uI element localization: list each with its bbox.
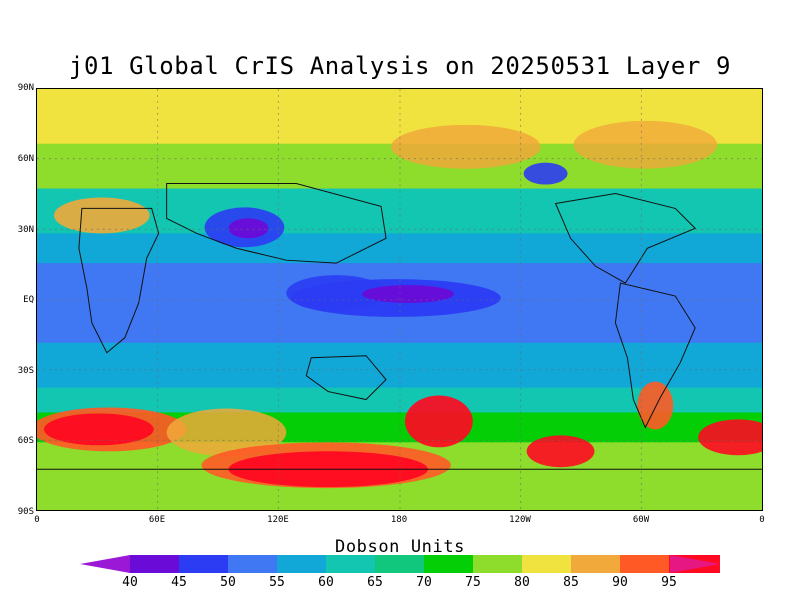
lon-label-180: 180 <box>390 515 408 525</box>
north-pacific-high-ozone <box>391 124 541 169</box>
colorbar <box>80 555 720 573</box>
colorbar-bin-55 <box>277 555 326 573</box>
asia-outline <box>166 183 387 264</box>
lon-label-60e: 60E <box>148 515 166 525</box>
colorbar-label-80: 80 <box>514 575 530 590</box>
colorbar-bin-75 <box>473 555 522 573</box>
south-subtropical-band <box>37 342 762 395</box>
far-south-atlantic-high-ozone <box>698 419 762 456</box>
north-america-high-ozone <box>573 120 718 169</box>
north-pacific-low-ozone <box>523 162 568 185</box>
lat-label-60n: 60N <box>17 154 34 164</box>
lat-label-90n: 90N <box>17 83 34 93</box>
colorbar-label-75: 75 <box>465 575 481 590</box>
colorbar-right-cap <box>670 555 720 573</box>
lat-label-60s: 60S <box>17 436 34 446</box>
southern-pacific-peak <box>404 395 473 448</box>
africa-outline <box>78 207 160 354</box>
south-indian-very-high-ozone <box>43 413 154 446</box>
australia-outline <box>305 355 387 401</box>
north-america-outline <box>554 192 697 284</box>
colorbar-bin-90 <box>620 555 669 573</box>
colorbar-bin-40 <box>130 555 179 573</box>
ozone-map <box>36 88 763 511</box>
lon-label-0-west: 0 <box>34 515 40 525</box>
colorbar-label-55: 55 <box>269 575 285 590</box>
colorbar-label-70: 70 <box>416 575 432 590</box>
colorbar-title: Dobson Units <box>334 537 466 557</box>
lat-label-eq: EQ <box>23 295 34 305</box>
lon-label-120e: 120E <box>267 515 289 525</box>
colorbar-label-65: 65 <box>367 575 383 590</box>
lon-label-120w: 120W <box>509 515 531 525</box>
southern-pacific-high-ozone <box>526 435 595 468</box>
equatorial-minimum <box>362 285 454 303</box>
colorbar-bin-65 <box>375 555 424 573</box>
page-title: j01 Global CrIS Analysis on 20250531 Lay… <box>68 52 732 80</box>
colorbar-bin-60 <box>326 555 375 573</box>
lat-label-30s: 30S <box>17 366 34 376</box>
europe-high-ozone <box>53 197 150 234</box>
colorbar-bin-70 <box>424 555 473 573</box>
colorbar-label-85: 85 <box>563 575 579 590</box>
lon-label-0-east: 0 <box>759 515 765 525</box>
lat-label-30n: 30N <box>17 225 34 235</box>
colorbar-label-90: 90 <box>612 575 628 590</box>
colorbar-label-45: 45 <box>171 575 187 590</box>
map-svg <box>37 89 762 510</box>
colorbar-label-95: 95 <box>661 575 677 590</box>
asia-very-low-ozone <box>228 218 269 239</box>
colorbar-label-60: 60 <box>318 575 334 590</box>
colorbar-label-40: 40 <box>122 575 138 590</box>
colorbar-bin-45 <box>179 555 228 573</box>
colorbar-bin-85 <box>571 555 620 573</box>
southern-ocean-high-ozone-1 <box>166 408 287 457</box>
south-america-outline <box>614 282 696 429</box>
colorbar-bin-50 <box>228 555 277 573</box>
colorbar-label-50: 50 <box>220 575 236 590</box>
colorbar-left-cap <box>80 555 130 573</box>
graticule <box>37 89 762 510</box>
south-atlantic-high-ozone <box>637 381 674 430</box>
lon-label-60w: 60W <box>632 515 650 525</box>
lat-label-90s: 90S <box>17 507 34 517</box>
colorbar-bin-80 <box>522 555 571 573</box>
